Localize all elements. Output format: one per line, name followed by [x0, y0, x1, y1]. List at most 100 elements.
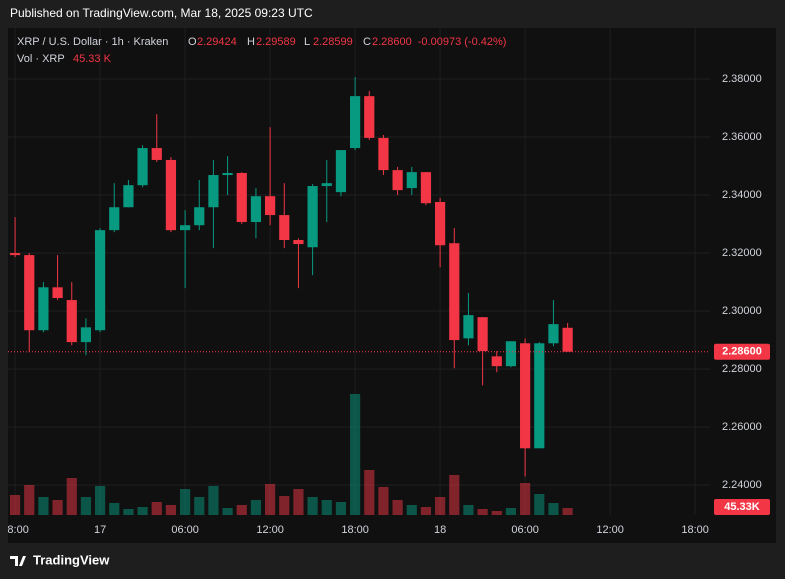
candle-body: [350, 96, 361, 149]
volume-name: Vol · XRP: [17, 53, 65, 65]
y-tick-label: 2.36000: [722, 131, 762, 143]
x-tick-label: 18:00: [681, 524, 709, 536]
volume-bar: [123, 509, 134, 515]
volume-bar: [477, 509, 488, 515]
brand-name: TradingView: [33, 552, 110, 567]
candle-body: [548, 324, 559, 344]
candle-body: [208, 175, 219, 208]
volume-bar: [24, 485, 35, 515]
last-price-label: 2.28600: [722, 346, 762, 358]
x-tick-label: 12:00: [596, 524, 624, 536]
ohlc-value: 2.28599: [313, 36, 353, 48]
axes: 2.24000 2.26000 2.28000 2.30000 2.32000 2.340…: [8, 73, 762, 536]
ohlc-key: L: [304, 36, 310, 48]
candle-body: [236, 173, 247, 223]
volume-bar: [52, 500, 63, 515]
volume-bar: [491, 511, 502, 515]
volume-bar: [307, 497, 318, 515]
candle-body: [364, 96, 375, 138]
candle-body: [66, 300, 77, 343]
x-tick-label: 12:00: [256, 524, 284, 536]
volume-bar: [392, 500, 403, 515]
volume-bar: [435, 497, 446, 515]
volume-bar: [548, 503, 559, 515]
volume-bar: [236, 505, 247, 515]
y-tick-label: 2.24000: [722, 479, 762, 491]
brand: TradingView: [10, 552, 110, 567]
volume-bar: [208, 486, 219, 515]
x-tick-label: 18: [434, 524, 446, 536]
y-tick-label: 2.28000: [722, 363, 762, 375]
candle-body: [165, 159, 177, 231]
candle-body: [38, 287, 49, 331]
volume-bar: [534, 494, 545, 515]
volume-bar: [520, 483, 531, 515]
volume-bar: [562, 508, 573, 515]
volume-bar: [279, 496, 290, 515]
volume-bar: [137, 507, 148, 515]
candle-body: [406, 172, 417, 189]
candle-body: [24, 255, 35, 331]
candle-body: [520, 343, 531, 449]
volume-bar: [293, 489, 304, 515]
volume-bar: [264, 484, 276, 515]
x-tick-label: 17: [94, 524, 106, 536]
candle-body: [137, 148, 148, 186]
candle-body: [293, 240, 304, 245]
candle-body: [435, 202, 446, 246]
legend: XRP / U.S. Dollar · 1h · Kraken Vol · XR…: [17, 36, 506, 65]
volume-bar: [165, 505, 177, 515]
candle-body: [534, 343, 545, 449]
ohlc-value: 2.29589: [256, 36, 296, 48]
candle-body: [420, 172, 432, 204]
volume-bar: [94, 486, 106, 515]
published-note: Published on TradingView.com, Mar 18, 20…: [10, 6, 313, 20]
candle-body: [179, 225, 191, 231]
candle-body: [491, 356, 502, 367]
ohlc-key: H: [247, 36, 255, 48]
volume-bar: [350, 394, 361, 515]
candle-body: [151, 148, 162, 160]
volume-bar: [179, 489, 191, 515]
volume-bar: [194, 497, 205, 515]
price-pane: [8, 76, 710, 477]
candle-body: [194, 207, 205, 226]
candle-body: [321, 183, 332, 187]
chart-area: [8, 28, 776, 543]
candle-body: [264, 196, 276, 216]
volume-bar: [151, 502, 162, 515]
volume-bar: [406, 505, 417, 515]
candle-body: [279, 215, 290, 241]
volume-bar: [109, 503, 120, 515]
candle-body: [52, 287, 63, 299]
volume-bar: [378, 487, 389, 515]
brand-logo: [10, 556, 26, 566]
change: -0.00973 (-0.42%): [418, 36, 507, 48]
volume-bar: [449, 475, 460, 515]
candle-body: [392, 170, 403, 191]
candle-body: [562, 327, 573, 352]
candle-body: [505, 341, 517, 367]
last-price-badge: [714, 343, 770, 360]
y-tick-label: 2.26000: [722, 421, 762, 433]
x-tick-label: 18:00: [341, 524, 369, 536]
candle-body: [307, 186, 318, 248]
volume-bar: [364, 470, 375, 515]
y-tick-label: 2.30000: [722, 305, 762, 317]
symbol: XRP / U.S. Dollar · 1h · Kraken: [17, 36, 168, 48]
volume-bar: [9, 495, 21, 515]
volume-pane: [9, 394, 573, 515]
volume-bar: [66, 478, 77, 515]
volume-bar: [335, 502, 347, 515]
y-tick-label: 2.34000: [722, 189, 762, 201]
volume-value: 45.33 K: [73, 53, 112, 65]
volume-bar: [38, 497, 49, 515]
candle-body: [109, 207, 120, 231]
candle-body: [335, 150, 347, 193]
candle-body: [80, 327, 92, 343]
ohlc-key: O: [188, 36, 197, 48]
volume-bar: [463, 505, 474, 515]
ohlc-value: 2.29424: [197, 36, 237, 48]
